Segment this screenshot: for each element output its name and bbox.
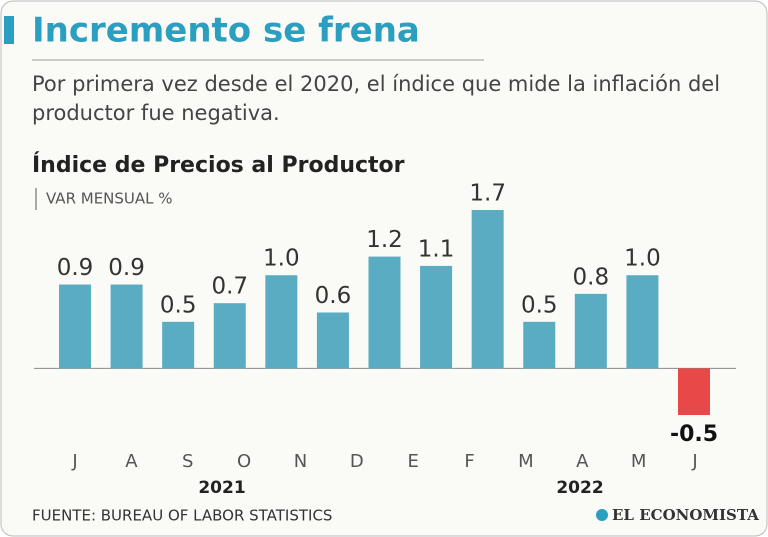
bar [574, 293, 607, 369]
value-label: 1.0 [624, 246, 661, 272]
chart-subtitle: Índice de Precios al Productor [32, 152, 405, 178]
bar [162, 321, 195, 369]
x-tick-label: F [464, 451, 474, 472]
bar [265, 275, 298, 369]
x-tick-label: M [518, 451, 534, 472]
x-tick-label: A [576, 451, 589, 472]
subtitle-box: Por primera vez desde el 2020, el índice… [32, 72, 721, 125]
bar [471, 210, 504, 369]
value-label: 1.2 [366, 227, 403, 253]
value-label: -0.5 [670, 422, 718, 447]
value-label: 0.5 [160, 292, 197, 318]
x-tick-label: J [691, 451, 697, 472]
logo-icon [596, 509, 608, 521]
bar [316, 312, 349, 369]
title-marker [4, 16, 14, 44]
bar [59, 284, 91, 369]
value-label: 0.5 [521, 292, 558, 318]
unit-label: VAR MENSUAL % [46, 190, 173, 208]
x-tick-label: D [350, 451, 364, 472]
value-label: 0.8 [573, 264, 610, 290]
value-label: 0.9 [108, 255, 145, 281]
source: FUENTE: BUREAU OF LABOR STATISTICS [32, 507, 332, 525]
bar [110, 284, 143, 369]
value-label: 0.9 [57, 255, 94, 281]
value-label: 0.7 [211, 274, 248, 300]
x-tick-label: O [237, 451, 251, 472]
x-tick-label: A [125, 451, 138, 472]
x-tick-label: M [631, 451, 647, 472]
value-label: 1.7 [469, 181, 506, 207]
logo: EL ECONOMISTA [612, 506, 759, 524]
bar [678, 368, 710, 415]
x-tick-label: E [407, 451, 418, 472]
bar [368, 256, 401, 369]
bar [213, 303, 246, 369]
subtitle: Por primera vez desde el 2020, el índice… [32, 72, 721, 125]
value-label: 1.1 [418, 236, 455, 262]
x-tick-label: N [294, 451, 307, 472]
bar [420, 265, 453, 369]
year-label: 2021 [198, 478, 245, 498]
year-label: 2022 [556, 478, 603, 498]
bar [626, 275, 659, 369]
x-tick-label: J [71, 451, 77, 472]
x-tick-label: S [182, 451, 193, 472]
chart-title: Incremento se frena [32, 11, 420, 51]
value-label: 1.0 [263, 246, 300, 272]
value-label: 0.6 [315, 283, 352, 309]
bar [523, 321, 556, 369]
